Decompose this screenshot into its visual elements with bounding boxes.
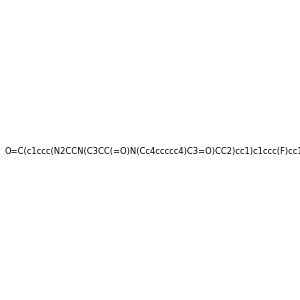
Text: O=C(c1ccc(N2CCN(C3CC(=O)N(Cc4ccccc4)C3=O)CC2)cc1)c1ccc(F)cc1: O=C(c1ccc(N2CCN(C3CC(=O)N(Cc4ccccc4)C3=O… bbox=[4, 147, 300, 156]
